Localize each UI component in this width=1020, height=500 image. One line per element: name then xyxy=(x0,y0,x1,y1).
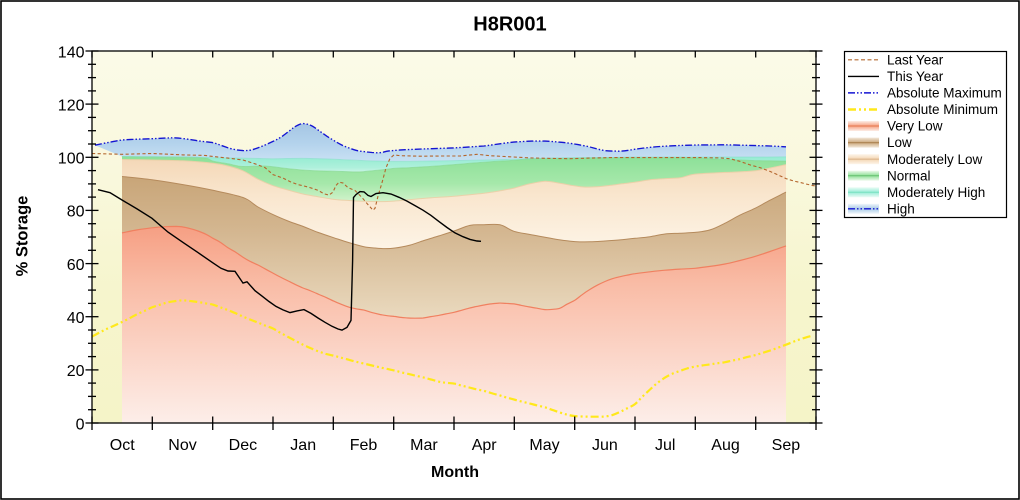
svg-text:Absolute Minimum: Absolute Minimum xyxy=(887,102,998,117)
svg-text:Absolute Maximum: Absolute Maximum xyxy=(887,86,1002,101)
svg-text:Last Year: Last Year xyxy=(887,52,944,67)
svg-text:Jan: Jan xyxy=(290,437,316,454)
svg-text:Jun: Jun xyxy=(592,437,618,454)
svg-text:Oct: Oct xyxy=(110,437,135,454)
svg-text:60: 60 xyxy=(67,257,85,274)
svg-text:Aug: Aug xyxy=(711,437,739,454)
svg-text:% Storage: % Storage xyxy=(14,196,32,277)
svg-text:Mar: Mar xyxy=(410,437,438,454)
svg-text:Apr: Apr xyxy=(472,437,498,454)
svg-text:Month: Month xyxy=(431,464,479,481)
svg-text:Moderately High: Moderately High xyxy=(887,185,985,200)
svg-text:This Year: This Year xyxy=(887,69,944,84)
svg-text:Very Low: Very Low xyxy=(887,119,943,134)
svg-text:Jul: Jul xyxy=(655,437,675,454)
svg-text:Low: Low xyxy=(887,135,912,150)
svg-text:Sep: Sep xyxy=(772,437,801,454)
svg-text:120: 120 xyxy=(58,97,85,114)
svg-text:0: 0 xyxy=(76,416,85,433)
svg-text:Feb: Feb xyxy=(350,437,378,454)
svg-text:H8R001: H8R001 xyxy=(473,14,546,36)
svg-text:Moderately Low: Moderately Low xyxy=(887,152,983,167)
svg-text:High: High xyxy=(887,201,915,216)
svg-text:20: 20 xyxy=(67,363,85,380)
svg-text:40: 40 xyxy=(67,310,85,327)
svg-text:100: 100 xyxy=(58,151,85,168)
svg-text:Dec: Dec xyxy=(229,437,257,454)
svg-text:Normal: Normal xyxy=(887,168,931,183)
svg-text:80: 80 xyxy=(67,204,85,221)
svg-text:140: 140 xyxy=(58,44,85,61)
svg-text:Nov: Nov xyxy=(168,437,196,454)
svg-text:May: May xyxy=(529,437,559,454)
